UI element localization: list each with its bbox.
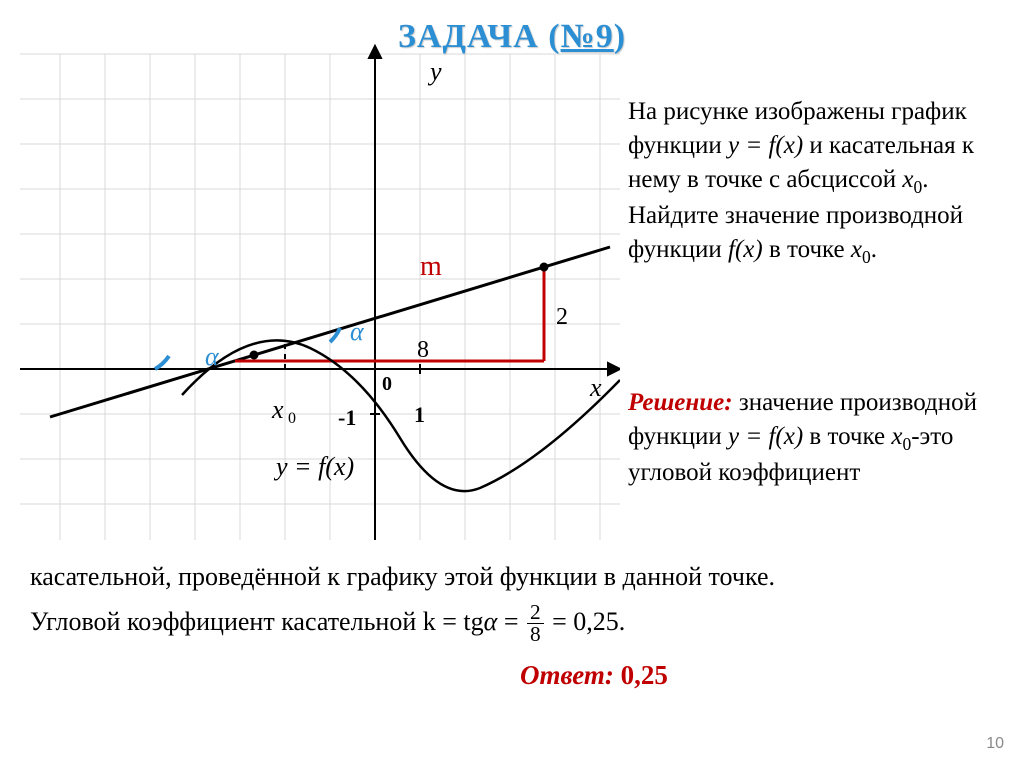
answer: Ответ: 0,25	[520, 660, 668, 691]
function-label: y = f(x)	[273, 452, 354, 481]
problem-1e: .	[871, 236, 877, 263]
problem-text: На рисунке изображены график функции y =…	[628, 95, 1008, 270]
eq-yfx-1: y = f(x)	[728, 132, 803, 159]
x0-2: x	[851, 236, 862, 263]
slide-number: 10	[986, 735, 1004, 753]
alpha-sym: α	[484, 606, 498, 635]
origin-label: 0	[382, 373, 392, 395]
x0-label: x 0	[271, 395, 296, 427]
x0-3: x	[891, 423, 902, 450]
touch-point	[250, 351, 259, 360]
fx-1: f(x)	[728, 236, 763, 263]
function-curve	[182, 340, 620, 491]
graph-svg: y x 0 1 -1 x 0 y = f(x) m α α 8 2	[20, 20, 620, 540]
s3a: Угловой коэффициент касательной k = tg	[30, 606, 484, 635]
answer-label: Ответ:	[520, 660, 621, 690]
s3b: = 0,25.	[546, 606, 626, 635]
solution-start: Решение: значение производной функции y …	[628, 386, 1008, 490]
eq-yfx-2: y = f(x)	[728, 423, 803, 450]
fraction: 28	[527, 602, 544, 646]
solution-line2: касательной, проведённой к графику этой …	[30, 558, 990, 596]
rise-label: 2	[556, 304, 568, 330]
frac-den: 8	[527, 624, 544, 645]
x0sub-2: 0	[862, 247, 871, 267]
solution-line3: Угловой коэффициент касательной k = tgα …	[30, 602, 990, 646]
solution-label: Решение:	[628, 389, 733, 416]
x0sub-1: 0	[913, 177, 922, 197]
m-label: m	[420, 251, 442, 282]
svg-text:x: x	[271, 395, 284, 424]
run-label: 8	[417, 337, 429, 363]
neg1-label: -1	[338, 405, 356, 430]
y-axis-label: y	[427, 57, 442, 86]
x0sub-3: 0	[902, 434, 911, 454]
graph-container: y x 0 1 -1 x 0 y = f(x) m α α 8 2	[20, 20, 620, 540]
eq1: =	[497, 606, 525, 635]
solution-continued: касательной, проведённой к графику этой …	[30, 558, 990, 645]
x-axis-label: x	[589, 373, 602, 402]
problem-1d: в точке	[763, 236, 851, 263]
one-label: 1	[414, 402, 425, 427]
svg-text:0: 0	[288, 410, 296, 427]
alpha-label-left: α	[205, 342, 220, 371]
frac-num: 2	[527, 602, 544, 624]
alpha-label-right: α	[350, 317, 365, 346]
solution-1b: в точке	[803, 423, 891, 450]
tangent-point	[540, 263, 549, 272]
alpha-arc-left	[155, 356, 169, 369]
answer-value: 0,25	[621, 660, 668, 690]
x0-1: x	[902, 166, 913, 193]
